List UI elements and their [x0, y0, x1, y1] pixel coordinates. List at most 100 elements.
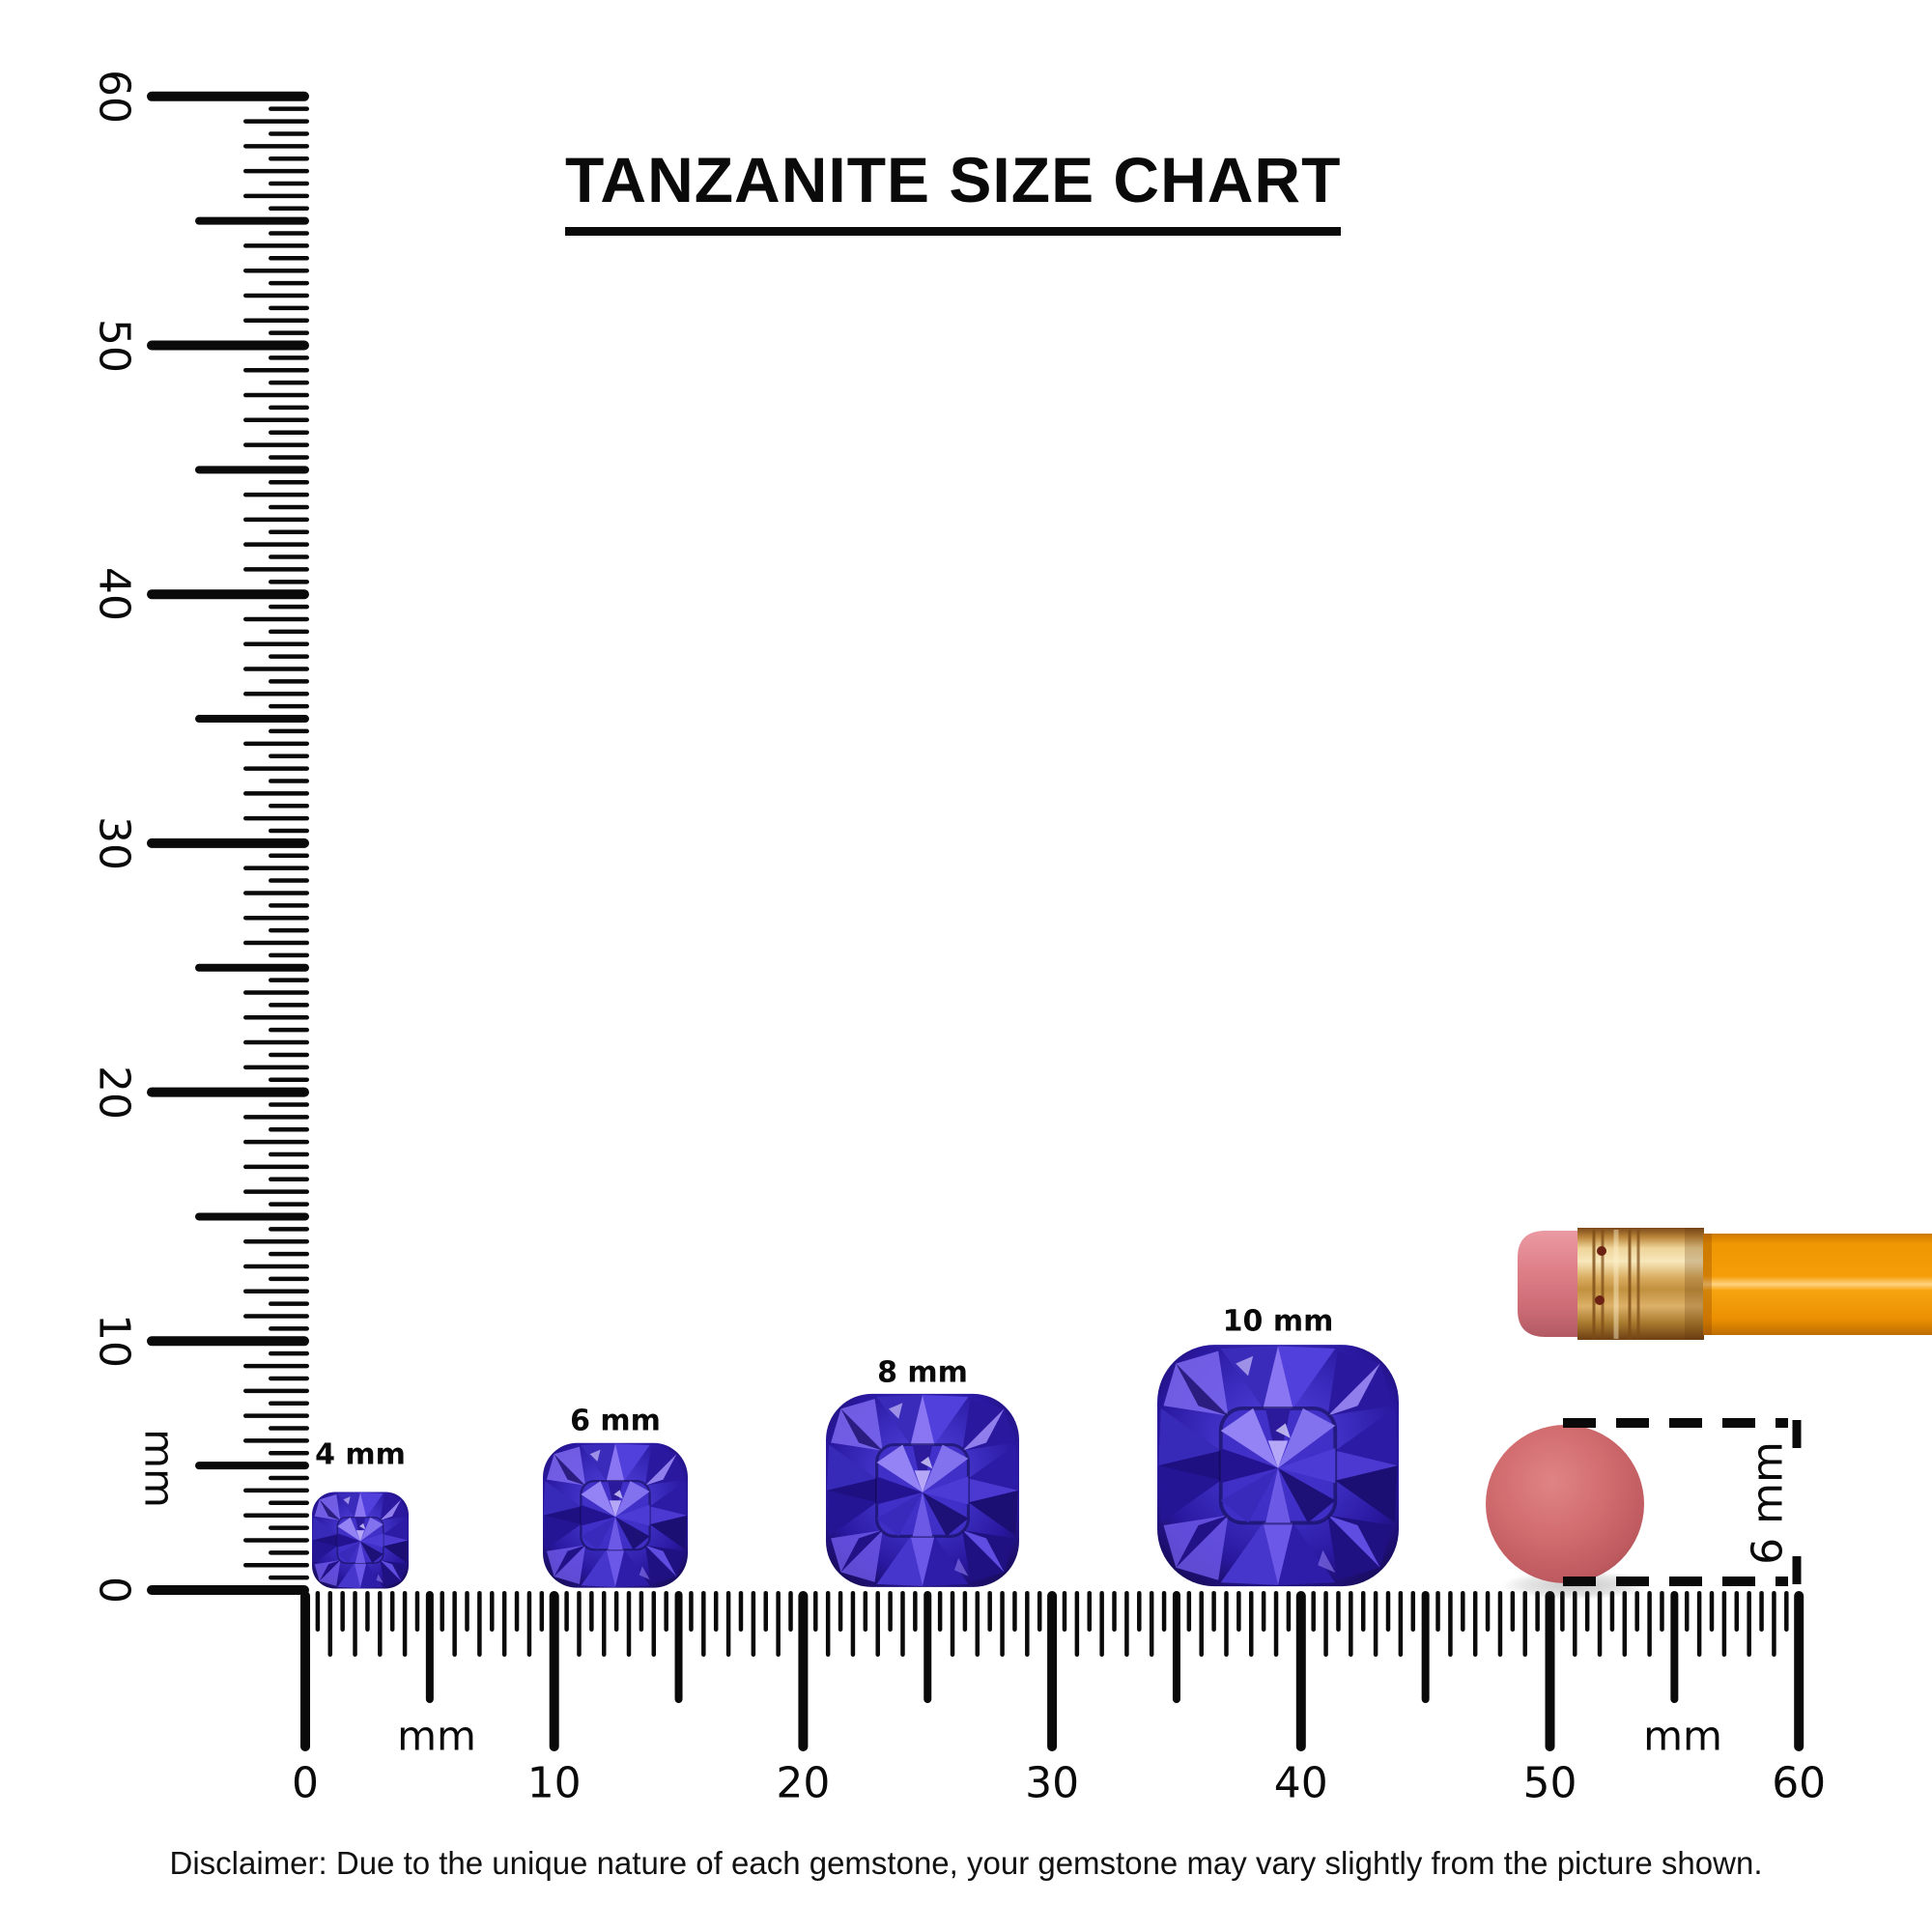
- ruler-tick: [269, 1401, 309, 1406]
- ruler-tick: [1622, 1591, 1628, 1657]
- ruler-tick: [589, 1591, 594, 1632]
- ruler-tick: [269, 1102, 309, 1107]
- ruler-tick: [243, 442, 309, 447]
- ruler-tick: [1062, 1591, 1067, 1632]
- ruler-tick: [243, 1015, 309, 1020]
- ruler-tick: [1323, 1591, 1328, 1657]
- ruler-tick: [243, 1289, 309, 1294]
- ruler-tick: [269, 1575, 309, 1580]
- ruler-tick: [269, 978, 309, 982]
- ruler-tick: [269, 828, 309, 834]
- ruler-tick: [626, 1591, 632, 1657]
- ruler-tick: [1273, 1591, 1279, 1657]
- ruler-tick: [888, 1591, 893, 1632]
- ruler-tick: [725, 1591, 731, 1657]
- ruler-tick: [1398, 1591, 1404, 1657]
- ruler-tick: [269, 952, 309, 958]
- ruler-tick: [243, 1562, 309, 1568]
- ruler-tick: [243, 1238, 309, 1244]
- ruler-tick: [243, 1189, 309, 1194]
- tanzanite-gem-6mm: [541, 1441, 690, 1589]
- ruler-tick: [147, 340, 309, 351]
- ruler-tick: [243, 119, 309, 124]
- ruler-tick: [340, 1591, 345, 1632]
- ruler-tick: [477, 1591, 482, 1657]
- ruler-tick: [1000, 1591, 1005, 1657]
- ruler-tick: [1047, 1591, 1058, 1751]
- ruler-tick: [195, 963, 309, 972]
- ruler-tick: [1211, 1591, 1216, 1632]
- ruler-tick: [243, 1413, 309, 1418]
- ruler-tick: [269, 753, 309, 758]
- ruler-tick: [1597, 1591, 1603, 1657]
- ruler-tick: [674, 1591, 683, 1703]
- ruler-tick: [1137, 1591, 1142, 1632]
- ruler-tick: [1099, 1591, 1104, 1657]
- ruler-tick: [269, 529, 309, 535]
- ruler-tick: [1311, 1591, 1316, 1632]
- ruler-tick: [243, 168, 309, 174]
- vertical-ruler-number: 60: [89, 69, 139, 124]
- pencil-ferrule: [1577, 1228, 1704, 1340]
- ruler-tick: [923, 1591, 932, 1703]
- ruler-tick: [701, 1591, 706, 1657]
- ruler-tick: [1784, 1591, 1789, 1632]
- ruler-tick: [1510, 1591, 1516, 1632]
- ruler-tick: [243, 940, 309, 946]
- ruler-tick: [1573, 1591, 1577, 1657]
- ruler-tick: [243, 1388, 309, 1394]
- ruler-tick: [243, 667, 309, 671]
- ruler-tick: [269, 927, 309, 933]
- ruler-tick: [937, 1591, 943, 1632]
- ruler-tick: [269, 1426, 309, 1431]
- ruler-tick: [269, 405, 309, 411]
- ruler-tick: [243, 791, 309, 796]
- ruler-tick: [269, 903, 309, 908]
- ruler-tick: [269, 1077, 309, 1082]
- ruler-tick: [1772, 1591, 1776, 1657]
- vertical-ruler-number: 30: [89, 815, 139, 870]
- ruler-tick: [195, 715, 309, 724]
- ruler-tick: [243, 144, 309, 149]
- ruler-tick: [269, 380, 309, 385]
- ruler-tick: [269, 1276, 309, 1282]
- ruler-tick: [243, 692, 309, 696]
- body-junction-shade: [1703, 1234, 1712, 1335]
- ruler-tick: [269, 206, 309, 212]
- ruler-tick: [269, 1127, 309, 1132]
- ruler-tick: [269, 779, 309, 783]
- ruler-tick: [300, 1591, 310, 1751]
- horizontal-ruler-ticks: [300, 1591, 1804, 1751]
- ruler-tick: [243, 1363, 309, 1369]
- ruler-tick: [863, 1591, 868, 1632]
- ruler-tick: [147, 1336, 309, 1347]
- ruler-tick: [195, 1212, 309, 1221]
- ruler-tick: [243, 915, 309, 921]
- ruler-tick: [378, 1591, 383, 1657]
- ruler-tick: [1435, 1591, 1440, 1632]
- ruler-tick: [243, 990, 309, 995]
- ruler-tick: [1286, 1591, 1292, 1632]
- ruler-tick: [243, 417, 309, 423]
- ruler-tick: [243, 567, 309, 572]
- gem-size-label: 10 mm: [1222, 1304, 1334, 1339]
- ruler-tick: [1522, 1591, 1527, 1657]
- ruler-tick: [1584, 1591, 1590, 1632]
- ruler-tick: [1560, 1591, 1565, 1632]
- ruler-tick: [269, 131, 309, 136]
- ruler-tick: [315, 1591, 321, 1632]
- ruler-tick: [195, 216, 309, 225]
- ruler-tick: [549, 1591, 559, 1751]
- horizontal-ruler-number: 40: [1273, 1758, 1328, 1808]
- ruler-tick: [269, 1550, 309, 1555]
- horizontal-ruler-number: 0: [292, 1758, 319, 1808]
- ruler-tick: [269, 1301, 309, 1306]
- ruler-tick: [651, 1591, 657, 1657]
- tanzanite-gem-4mm: [311, 1491, 410, 1590]
- ruler-tick: [962, 1591, 968, 1632]
- ruler-tick: [1794, 1591, 1804, 1751]
- ruler-tick: [900, 1591, 905, 1657]
- ruler-tick: [1709, 1591, 1715, 1632]
- pencil-body: [1703, 1234, 1932, 1335]
- ruler-tick: [269, 504, 309, 510]
